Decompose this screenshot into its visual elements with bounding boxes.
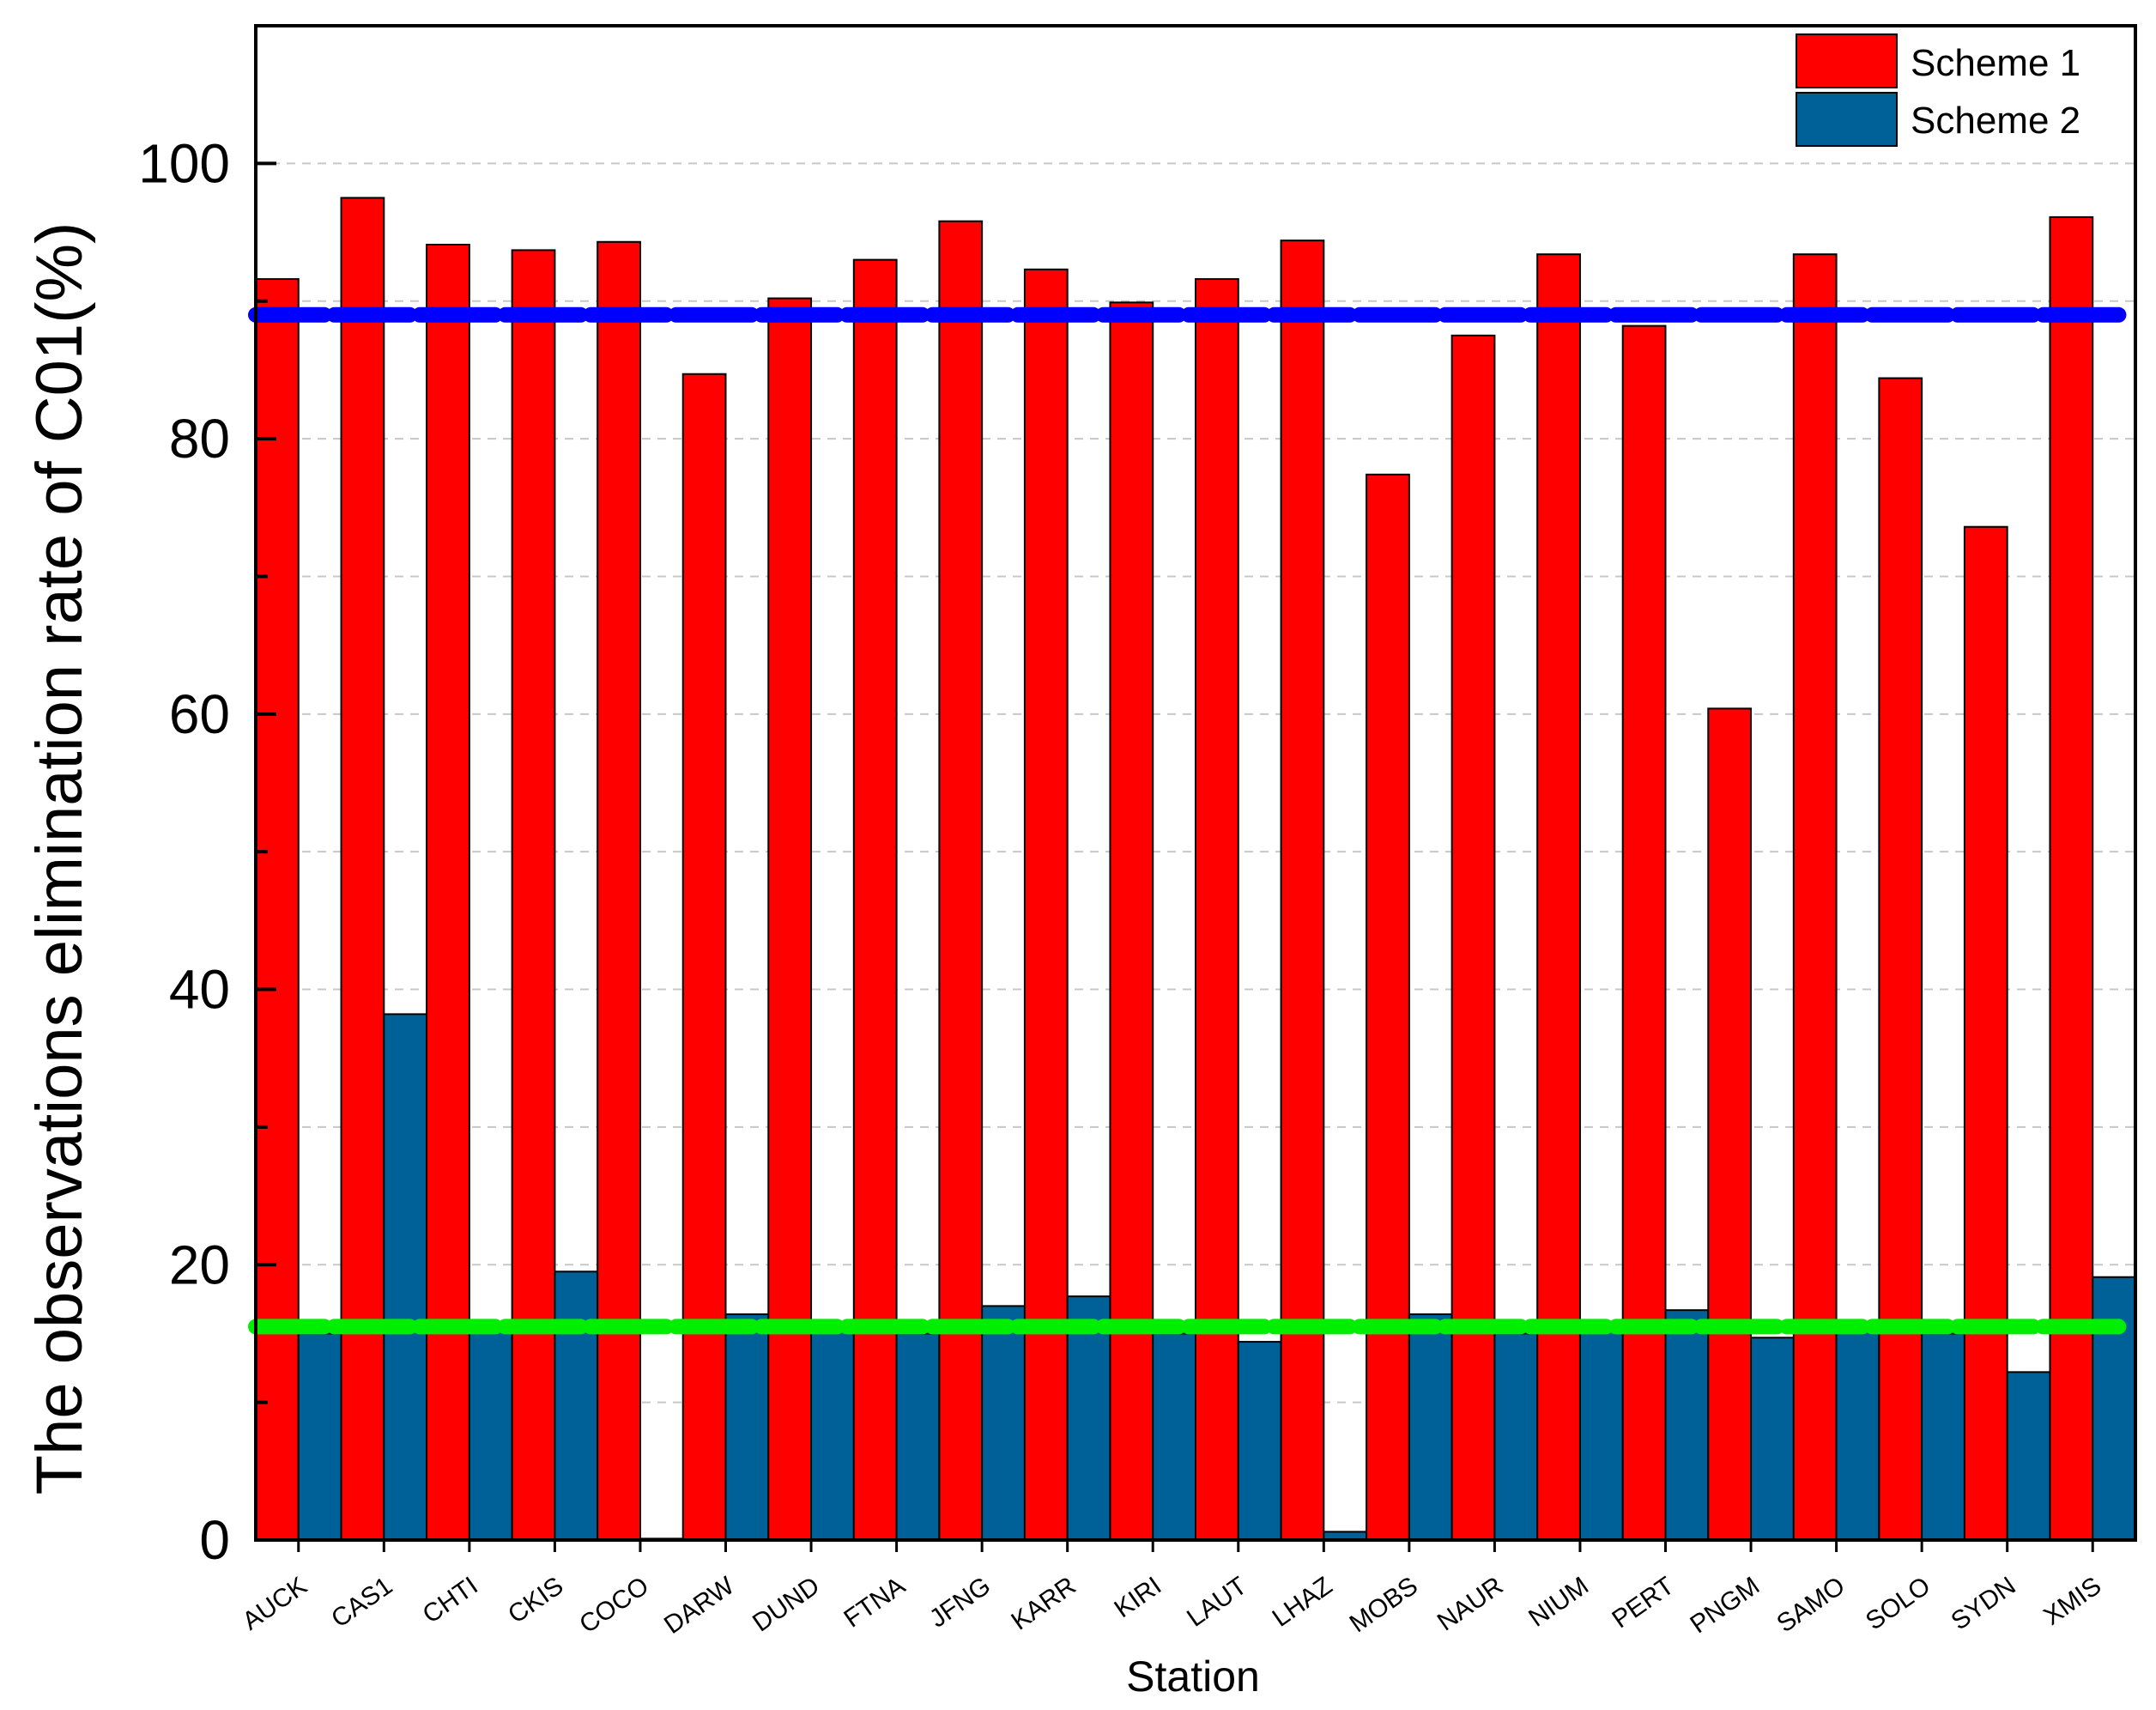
bar-scheme-2-pert: [1664, 1309, 1710, 1542]
x-tick-label-auck: AUCK: [238, 1572, 312, 1636]
bar-scheme-1-kiri: [1109, 301, 1154, 1541]
x-tick-label-ftna: FTNA: [839, 1572, 911, 1634]
bar-scheme-1-mobs: [1366, 473, 1410, 1542]
bar-scheme-2-solo: [1921, 1332, 1965, 1542]
x-tick-label-karr: KARR: [1006, 1572, 1081, 1636]
plot-frame: [254, 24, 2137, 1542]
bar-scheme-2-sydn: [2006, 1371, 2051, 1541]
bar-scheme-2-pngm: [1750, 1337, 1795, 1542]
bar-scheme-2-chti: [468, 1324, 513, 1542]
bar-scheme-2-ftna: [895, 1332, 941, 1542]
legend-swatch-scheme-2: [1796, 92, 1898, 147]
bar-scheme-2-kiri: [1152, 1332, 1197, 1542]
bar-scheme-1-naur: [1450, 334, 1496, 1541]
bar-scheme-2-cas1: [383, 1013, 428, 1541]
bar-scheme-2-auck: [297, 1332, 342, 1542]
x-axis-title: Station: [1126, 1652, 1260, 1701]
x-tick-label-dund: DUND: [748, 1572, 825, 1638]
bar-scheme-1-ftna: [852, 258, 898, 1542]
legend-swatch-scheme-1: [1796, 33, 1898, 88]
x-tick-label-jfng: JFNG: [924, 1572, 996, 1634]
bar-scheme-1-samo: [1792, 253, 1838, 1542]
bar-scheme-1-xmis: [2049, 215, 2094, 1542]
bar-scheme-1-solo: [1878, 377, 1923, 1542]
bar-scheme-1-coco: [597, 240, 641, 1542]
bar-scheme-1-pngm: [1707, 707, 1753, 1541]
x-tick-label-laut: LAUT: [1182, 1572, 1252, 1633]
legend-label-scheme-2: Scheme 2: [1911, 100, 2080, 142]
y-tick-labels: 0 20 40 60 80 100: [138, 132, 230, 1571]
bar-scheme-1-auck: [255, 278, 300, 1541]
x-tick-label-mobs: MOBS: [1345, 1572, 1423, 1639]
bar-scheme-1-sydn: [1963, 525, 2008, 1541]
x-tick-label-samo: SAMO: [1771, 1572, 1850, 1639]
bar-scheme-2-naur: [1493, 1332, 1539, 1542]
y-tick-label-60: 60: [169, 683, 230, 745]
x-tick-label-nium: NIUM: [1523, 1572, 1594, 1633]
y-tick-label-0: 0: [199, 1509, 230, 1571]
bar-scheme-1-ckis: [511, 249, 556, 1542]
x-tick-label-ckis: CKIS: [503, 1572, 568, 1629]
x-tick-label-pert: PERT: [1607, 1572, 1679, 1634]
bar-scheme-1-pert: [1621, 324, 1667, 1541]
axes: [254, 24, 2137, 1552]
x-tick-label-coco: COCO: [574, 1572, 654, 1640]
x-tick-label-kiri: KIRI: [1110, 1572, 1167, 1624]
y-tick-label-80: 80: [169, 408, 230, 470]
bar-scheme-2-ckis: [554, 1270, 599, 1541]
y-tick-label-40: 40: [169, 959, 230, 1021]
x-tick-labels: AUCK CAS1 CHTI CKIS COCO DARW DUND FTNA JFNG KARR…: [238, 1571, 2107, 1640]
legend: Scheme 1 Scheme 2: [1796, 33, 2080, 147]
bar-scheme-1-jfng: [938, 220, 984, 1542]
bars: [255, 197, 2137, 1542]
x-tick-label-chti: CHTI: [418, 1572, 483, 1629]
bar-scheme-1-chti: [426, 243, 470, 1542]
x-tick-label-sydn: SYDN: [1946, 1572, 2020, 1636]
bar-scheme-1-lhaz: [1280, 240, 1325, 1542]
x-tick-label-solo: SOLO: [1861, 1572, 1935, 1636]
bar-scheme-2-dund: [810, 1324, 855, 1542]
bar-scheme-2-mobs: [1408, 1313, 1453, 1542]
bar-scheme-1-nium: [1536, 253, 1581, 1542]
bar-scheme-1-cas1: [340, 197, 385, 1541]
bar-scheme-2-darw: [724, 1313, 770, 1542]
bar-scheme-2-xmis: [2092, 1276, 2137, 1541]
x-tick-label-pngm: PNGM: [1685, 1572, 1765, 1640]
bar-scheme-2-samo: [1835, 1324, 1880, 1542]
legend-label-scheme-1: Scheme 1: [1911, 42, 2080, 84]
bar-scheme-2-laut: [1237, 1341, 1282, 1542]
x-tick-label-cas1: CAS1: [326, 1572, 397, 1634]
y-tick-label-100: 100: [138, 132, 230, 194]
bar-scheme-1-darw: [681, 373, 727, 1542]
x-tick-label-lhaz: LHAZ: [1268, 1572, 1338, 1633]
y-axis-title: The observations elimination rate of C01…: [23, 222, 96, 1495]
bar-scheme-2-nium: [1578, 1328, 1624, 1542]
x-tick-label-darw: DARW: [659, 1571, 740, 1640]
x-tick-label-xmis: XMIS: [2038, 1572, 2106, 1631]
y-tick-label-20: 20: [169, 1234, 230, 1295]
reference-lines: [248, 306, 2127, 1335]
bar-scheme-1-karr: [1023, 268, 1069, 1541]
bar-scheme-1-dund: [767, 297, 813, 1541]
x-tick-label-naur: NAUR: [1432, 1572, 1509, 1637]
bar-scheme-1-laut: [1195, 278, 1239, 1541]
bar-scheme-2-jfng: [981, 1305, 1026, 1542]
